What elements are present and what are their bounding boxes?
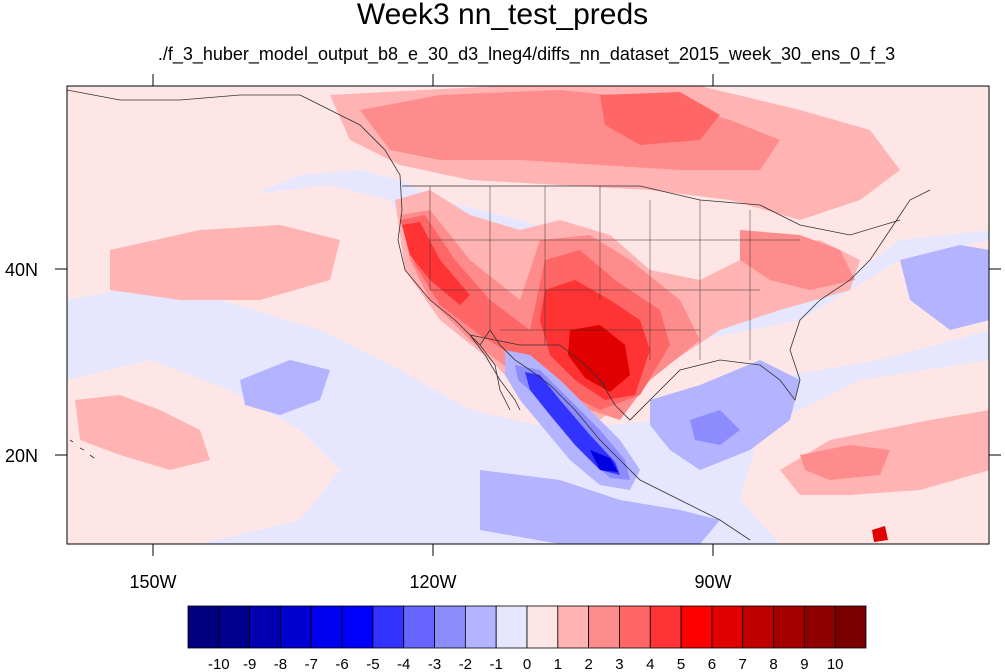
colorbar-swatch: [341, 605, 374, 649]
x-ticks: [55, 74, 1001, 556]
map-plot-area: [67, 86, 989, 544]
border-us-canada: [402, 185, 901, 236]
colorbar-swatch: [495, 605, 528, 649]
colorbar-swatch: [649, 605, 682, 649]
field-lightblue-midpac: [240, 360, 330, 415]
field-red-north: [600, 92, 720, 145]
coastline-baja: [469, 329, 751, 541]
coastline-west: [299, 94, 511, 411]
colorbar-swatch: [372, 605, 405, 649]
colorbar-label: -4: [397, 656, 410, 672]
colorbar-label: 8: [769, 656, 777, 672]
colorbar-swatch: [834, 605, 867, 649]
colorbar-label: 7: [739, 656, 747, 672]
field-lightred-pacific: [110, 225, 340, 300]
y-label-40n: 40N: [5, 260, 38, 280]
colorbar-label: 2: [584, 656, 592, 672]
colorbar-label: -9: [243, 656, 256, 672]
y-label-20n: 20N: [5, 446, 38, 466]
colorbar-swatch: [249, 605, 281, 649]
colorbar-swatch: [310, 605, 343, 649]
field-strongred-coast: [402, 222, 470, 305]
colorbar-label: 4: [646, 656, 654, 672]
state-lines: [429, 186, 800, 360]
colorbar: [187, 605, 867, 649]
coastline-gulf: [599, 189, 931, 421]
field-midred-east: [740, 230, 855, 290]
colorbar-label: 10: [827, 656, 844, 672]
field-lightblue-southpac: [480, 470, 720, 544]
colorbar-swatch: [711, 605, 744, 649]
colorbar-label: 6: [708, 656, 716, 672]
colorbar-label: 0: [523, 656, 531, 672]
coastlines: [67, 89, 931, 541]
colorbar-swatch: [588, 605, 620, 649]
x-label-90w: 90W: [694, 572, 731, 592]
map-subtitle: ./f_3_huber_model_output_b8_e_30_d3_lneg…: [157, 44, 896, 64]
colorbar-swatch: [464, 605, 497, 649]
colorbar-swatch: [280, 605, 312, 649]
colorbar-label: -2: [459, 656, 472, 672]
x-label-120w: 120W: [409, 572, 456, 592]
colorbar-swatch: [218, 605, 251, 649]
colorbar-swatch: [403, 605, 435, 649]
colorbar-swatch: [526, 605, 559, 649]
colorbar-label: -3: [428, 656, 441, 672]
colorbar-label: -1: [490, 656, 503, 672]
colorbar-swatch: [187, 605, 220, 649]
border-us-mexico: [469, 334, 606, 386]
field-blue-mexico: [525, 372, 620, 475]
colorbar-swatch: [557, 605, 590, 649]
colorbar-label: 9: [800, 656, 808, 672]
colorbar-swatch: [619, 605, 651, 649]
colorbar-swatch: [680, 605, 713, 649]
field-deepred-texas: [568, 325, 630, 392]
colorbar-label: 5: [677, 656, 685, 672]
field-deepred-carib: [872, 526, 888, 542]
colorbar-swatch: [773, 605, 805, 649]
field-deepblue-mexico: [590, 450, 618, 472]
colorbar-swatch: [742, 605, 774, 649]
field-lightblue-atl: [900, 245, 989, 330]
colorbar-label: -6: [335, 656, 348, 672]
field-midred-carib: [800, 445, 890, 480]
colorbar-label: 1: [554, 656, 562, 672]
colorbar-label: -10: [208, 656, 230, 672]
map-title: Week3 nn_test_preds: [356, 0, 649, 31]
coastline-alaska: [67, 89, 300, 101]
colorbar-label: -5: [366, 656, 379, 672]
colorbar-swatch: [803, 605, 836, 649]
colorbar-label: 3: [615, 656, 623, 672]
coastline-hawaii: [69, 439, 95, 459]
field-lightred-swpac: [75, 395, 210, 470]
colorbar-label: -8: [274, 656, 287, 672]
colorbar-label: -7: [305, 656, 318, 672]
plot-frame: [66, 85, 990, 545]
colorbar-labels: -10 -9 -8 -7 -6 -5 -4 -3 -2 -1 0 1 2 3 4 5 6 7 8 9 10: [208, 656, 844, 672]
colorbar-swatch: [434, 605, 466, 649]
field-midblue-gulf: [690, 410, 740, 445]
x-label-150w: 150W: [129, 572, 176, 592]
